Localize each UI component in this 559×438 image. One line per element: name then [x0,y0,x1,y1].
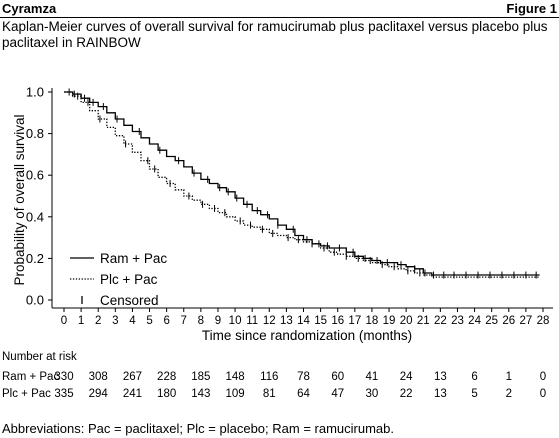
risk-row-label: Ram + Pac [2,371,59,383]
legend: Ram + Pac Plc + Pac Censored [70,251,167,308]
risk-value: 13 [434,371,447,383]
x-tick-label: 4 [129,315,136,327]
legend-label: Plc + Pac [100,272,158,287]
risk-value: 30 [366,388,379,400]
censor-marks [68,88,537,279]
survival-curves [64,91,540,278]
risk-value: 294 [89,388,109,400]
x-tick-label: 10 [229,315,242,327]
x-tick-label: 22 [434,315,447,327]
curve-plc-pac [64,91,540,278]
risk-value: 241 [123,388,142,400]
risk-value: 22 [400,388,413,400]
x-tick-label: 13 [280,315,293,327]
x-tick-label: 24 [468,315,481,327]
risk-value: 78 [297,371,310,383]
abbreviations-footnote: Abbreviations: Pac = paclitaxel; Plc = p… [2,421,394,436]
x-tick-label: 20 [400,315,413,327]
legend-label: Ram + Pac [100,251,167,266]
x-tick-label: 3 [112,315,118,327]
x-tick-label: 27 [519,315,532,327]
x-tick-label: 25 [485,315,498,327]
x-tick-label: 0 [61,315,67,327]
x-tick-label: 9 [215,315,221,327]
risk-value: 0 [540,371,546,383]
axis-ticks: 0.00.20.40.60.81.00 1 2 3 4 5 6 7 8 9 10 11 12 13 14 15… [12,85,549,344]
y-tick-label: 1.0 [26,85,44,100]
y-axis-label: Probability of overall survival [12,114,27,285]
risk-value: 64 [297,388,310,400]
x-tick-label: 21 [417,315,430,327]
risk-value: 1 [506,371,512,383]
y-tick-label: 0.4 [26,209,44,224]
x-tick-label: 16 [331,315,344,327]
y-tick-label: 0.2 [26,251,44,266]
x-tick-label: 1 [78,315,84,327]
risk-table-header: Number at risk [2,351,77,363]
km-chart: 0.00.20.40.60.81.00 1 2 3 4 5 6 7 8 9 10 11 12 13 14 15… [2,85,553,400]
legend-label: Censored [100,293,159,308]
risk-value: 143 [191,388,210,400]
risk-value: 24 [400,371,413,383]
risk-value: 41 [366,371,379,383]
axes [51,88,553,309]
risk-value: 47 [331,388,344,400]
x-tick-label: 14 [297,315,310,327]
risk-value: 13 [434,388,447,400]
chart-title: Kaplan-Meier curves of overall survival … [2,19,548,50]
risk-value: 5 [471,388,477,400]
risk-value: 228 [157,371,176,383]
risk-value: 185 [191,371,210,383]
risk-value: 308 [89,371,108,383]
x-tick-label: 17 [348,315,361,327]
risk-value: 180 [157,388,176,400]
risk-value: 148 [225,371,244,383]
y-tick-label: 0.8 [26,126,44,141]
risk-value: 81 [263,388,276,400]
x-tick-label: 19 [383,315,396,327]
curve-ram-pac [64,91,540,276]
x-tick-label: 18 [366,315,379,327]
y-tick-label: 0.0 [26,293,44,308]
risk-value: 2 [506,388,512,400]
x-tick-label: 2 [95,315,101,327]
x-tick-label: 5 [146,315,152,327]
x-tick-label: 11 [246,315,258,327]
x-tick-label: 8 [198,315,204,327]
figure-label: Figure 1 [506,1,557,16]
risk-value: 267 [123,371,142,383]
risk-value: 116 [260,371,278,383]
risk-value: 60 [331,371,344,383]
x-tick-label: 6 [163,315,169,327]
x-tick-label: 26 [502,315,515,327]
drug-name: Cyramza [2,1,57,16]
x-tick-label: 28 [537,315,550,327]
x-tick-label: 7 [181,315,187,327]
risk-value: 335 [54,388,73,400]
x-tick-label: 23 [451,315,464,327]
risk-value: 330 [54,371,73,383]
x-tick-label: 12 [263,315,276,327]
risk-value: 0 [540,388,546,400]
risk-row-label: Plc + Pac [2,388,51,400]
risk-value: 6 [471,371,477,383]
x-axis-label: Time since randomization (months) [202,328,412,343]
x-tick-label: 15 [314,315,327,327]
header-rule [0,17,559,18]
y-tick-label: 0.6 [26,168,44,183]
risk-value: 109 [225,388,244,400]
